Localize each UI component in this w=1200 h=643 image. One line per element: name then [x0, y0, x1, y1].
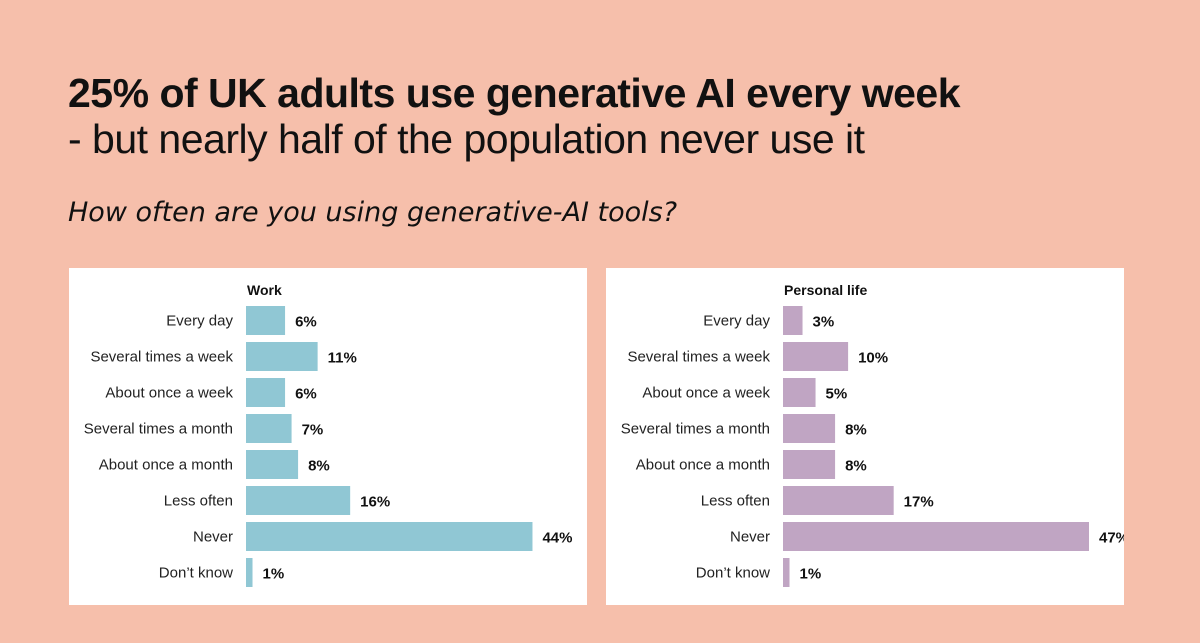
personal-bar-every-day [783, 306, 803, 335]
personal-category-label-about-once-a-month: About once a month [636, 457, 770, 474]
survey-question: How often are you using generative-AI to… [68, 197, 678, 228]
work-category-label-never: Never [193, 529, 233, 546]
work-bar-about-once-a-month [246, 450, 299, 479]
subheadline: - but nearly half of the population neve… [68, 116, 865, 162]
work-category-label-several-times-a-month: Several times a month [84, 421, 233, 438]
personal-bar-several-times-a-week [783, 342, 849, 371]
personal-bar-about-once-a-week [783, 378, 816, 407]
work-bar-never [246, 522, 533, 551]
personal-category-label-don-t-know: Don’t know [696, 565, 770, 582]
work-value-label-several-times-a-month: 7% [302, 422, 324, 439]
work-category-label-several-times-a-week: Several times a week [90, 349, 233, 366]
work-category-label-about-once-a-week: About once a week [105, 385, 233, 402]
personal-category-label-less-often: Less often [701, 493, 770, 510]
personal-bar-about-once-a-month [783, 450, 836, 479]
work-value-label-every-day: 6% [295, 314, 317, 331]
work-bar-several-times-a-week [246, 342, 318, 371]
personal-value-label-several-times-a-week: 10% [858, 350, 888, 367]
personal-value-label-about-once-a-month: 8% [845, 458, 867, 475]
personal-chart-title: Personal life [784, 282, 867, 298]
headline: 25% of UK adults use generative AI every… [68, 70, 961, 116]
personal-life-bar-chart: Personal life Every day 3% Several times a … [621, 282, 1124, 587]
work-chart-title: Work [247, 282, 282, 298]
work-chart-panel: Work Every day 6% Several times a week 11% Ab… [69, 268, 587, 605]
work-bar-chart: Work Every day 6% Several times a week 11% Ab… [84, 282, 572, 587]
personal-bar-several-times-a-month [783, 414, 836, 443]
work-category-label-about-once-a-month: About once a month [99, 457, 233, 474]
personal-value-label-less-often: 17% [904, 494, 934, 511]
work-bar-every-day [246, 306, 286, 335]
personal-category-label-about-once-a-week: About once a week [642, 385, 770, 402]
work-bar-don-t-know [246, 558, 253, 587]
personal-category-label-never: Never [730, 529, 770, 546]
work-value-label-several-times-a-week: 11% [328, 350, 357, 367]
work-category-label-don-t-know: Don’t know [159, 565, 233, 582]
personal-value-label-about-once-a-week: 5% [826, 386, 848, 403]
personal-value-label-every-day: 3% [813, 314, 835, 331]
personal-bar-never [783, 522, 1089, 551]
work-bar-about-once-a-week [246, 378, 286, 407]
work-value-label-never: 44% [542, 530, 572, 547]
work-value-label-less-often: 16% [360, 494, 390, 511]
work-value-label-about-once-a-week: 6% [295, 386, 317, 403]
work-category-label-less-often: Less often [164, 493, 233, 510]
work-value-label-don-t-know: 1% [263, 566, 285, 583]
personal-category-label-several-times-a-month: Several times a month [621, 421, 770, 438]
work-value-label-about-once-a-month: 8% [308, 458, 330, 475]
personal-bar-less-often [783, 486, 894, 515]
personal-value-label-several-times-a-month: 8% [845, 422, 867, 439]
personal-bar-don-t-know [783, 558, 790, 587]
personal-value-label-don-t-know: 1% [800, 566, 822, 583]
personal-value-label-never: 47% [1099, 530, 1124, 547]
work-bar-several-times-a-month [246, 414, 292, 443]
work-bar-less-often [246, 486, 351, 515]
work-category-label-every-day: Every day [166, 313, 233, 330]
personal-category-label-several-times-a-week: Several times a week [627, 349, 770, 366]
personal-category-label-every-day: Every day [703, 313, 770, 330]
personal-life-chart-panel: Personal life Every day 3% Several times a … [606, 268, 1124, 605]
